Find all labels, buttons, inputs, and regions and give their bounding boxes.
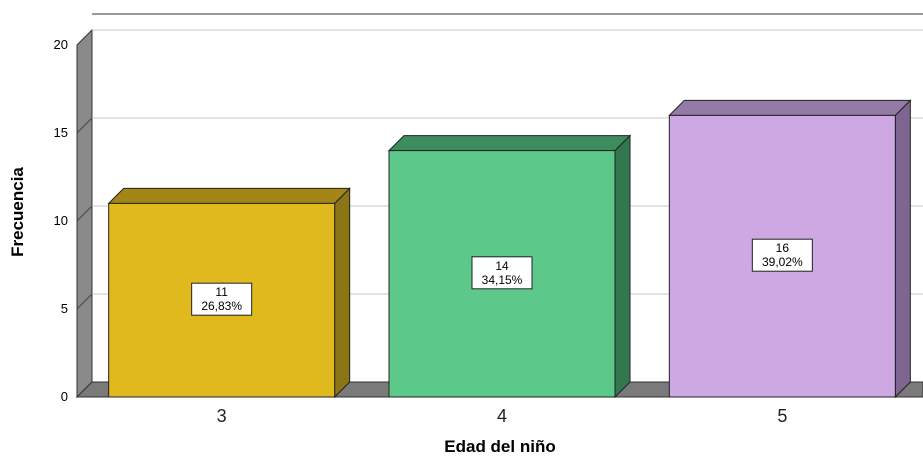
y-tick-label: 15: [54, 125, 68, 140]
x-tick-labels: 3 4 5: [217, 406, 788, 426]
gridline-wall: [76, 205, 93, 222]
data-label-box: [471, 256, 533, 290]
data-label-count: 14: [495, 259, 509, 273]
data-label-percent: 34,15%: [482, 273, 523, 287]
gridline-wall: [76, 117, 93, 134]
gridline-wall: [76, 293, 93, 310]
data-label-percent: 26,83%: [201, 299, 242, 313]
data-label-box: [751, 238, 813, 272]
bar-side-face: [334, 187, 351, 399]
x-tick-label: 3: [217, 406, 227, 426]
y-tick-labels: 0 5 10 15 20: [54, 37, 68, 404]
bar-side-face: [614, 134, 631, 399]
bar-top-face: [387, 135, 632, 152]
y-tick-label: 20: [54, 37, 68, 52]
gridline-wall: [76, 29, 93, 46]
y-axis-title: Frecuencia: [8, 167, 27, 257]
data-label-box: [191, 282, 253, 316]
y-tick-label: 10: [54, 213, 68, 228]
x-tick-label: 5: [777, 406, 787, 426]
y-tick-label: 5: [61, 301, 68, 316]
x-axis-title: Edad del niño: [444, 437, 555, 456]
data-label-percent: 39,02%: [762, 255, 803, 269]
bar-side-face: [894, 99, 911, 399]
data-label-count: 16: [776, 241, 790, 255]
data-label-count: 11: [215, 285, 228, 299]
bar-top-face: [107, 187, 351, 204]
y-tick-label: 0: [61, 389, 68, 404]
x-tick-label: 4: [497, 406, 507, 426]
bar-top-face: [668, 99, 912, 116]
